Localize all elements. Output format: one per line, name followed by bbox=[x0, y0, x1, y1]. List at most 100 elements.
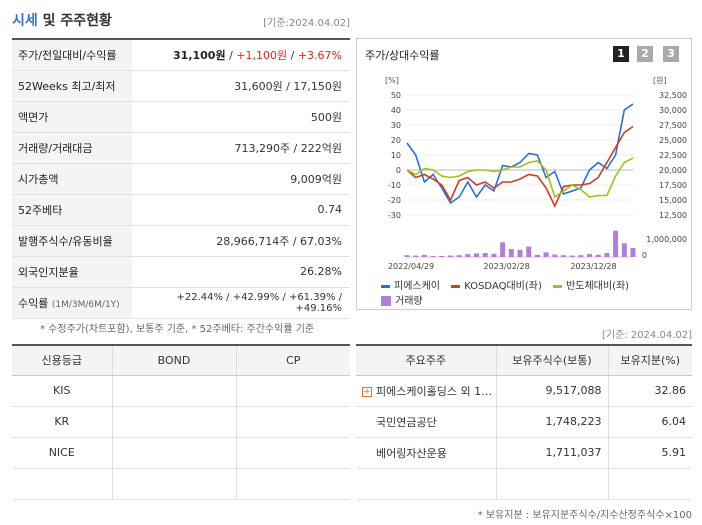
volume-bar bbox=[595, 254, 601, 257]
chart-legend: 피에스케이 KOSDAQ대비(좌) 반도체대비(좌) 거래량 bbox=[381, 277, 681, 307]
chart-page-1-button[interactable]: 1 bbox=[613, 46, 629, 62]
volume-bar bbox=[430, 255, 436, 257]
y-tick-label: 40 bbox=[391, 106, 401, 115]
bond-cell bbox=[111, 406, 236, 438]
base-date: [기준:2024.04.02] bbox=[263, 18, 350, 29]
holder-name-cell: + 피에스케이홀딩스 외 1… bbox=[356, 375, 496, 407]
agency-cell: NICE bbox=[12, 437, 112, 469]
bond-cell bbox=[111, 437, 236, 469]
x-tick-label: 2022/04/29 bbox=[388, 262, 434, 271]
price-summary-table: 주가/전일대비/수익률 31,100원 / +1,100원 / +3.67% 5… bbox=[12, 38, 350, 319]
right-tick-label: 17,500 bbox=[659, 181, 687, 190]
table-row: KIS bbox=[12, 375, 350, 407]
y-tick-label: 0 bbox=[396, 166, 401, 175]
percent-cell bbox=[607, 468, 692, 500]
bond-cell bbox=[111, 375, 236, 407]
volume-bar bbox=[465, 254, 471, 257]
holder-name-cell: 국민연금공단 bbox=[356, 406, 496, 438]
table-row: 베어링자산운용 1,711,037 5.91 bbox=[356, 437, 692, 469]
expand-icon[interactable]: + bbox=[362, 386, 372, 397]
section-header: 시세 및 주주현황 [기준:2024.04.02] bbox=[12, 10, 350, 34]
agency-cell: KR bbox=[12, 406, 112, 438]
x-tick-label: 2023/12/28 bbox=[570, 262, 616, 271]
label-main: 수익률 bbox=[18, 296, 49, 310]
shares-cell: 1,748,223 bbox=[495, 406, 608, 438]
agency-cell: KIS bbox=[12, 375, 112, 407]
column-header: CP bbox=[235, 345, 350, 376]
volume-bar bbox=[621, 243, 627, 257]
legend-item: 피에스케이 bbox=[381, 277, 440, 292]
legend-item: 반도체대비(좌) bbox=[553, 277, 629, 292]
shares-cell: 1,711,037 bbox=[495, 437, 608, 469]
summary-value: 9,009억원 bbox=[132, 163, 350, 195]
volume-bar bbox=[517, 249, 523, 257]
volume-bar bbox=[552, 254, 558, 257]
right-axis-unit: [원] bbox=[653, 76, 667, 85]
y-tick-label: 20 bbox=[391, 136, 401, 145]
right-tick-label: 25,000 bbox=[659, 136, 687, 145]
summary-label: 수익률 (1M/3M/6M/1Y) bbox=[12, 287, 132, 319]
summary-footnote: * 수정주가(차트포함), 보통주 기준, * 52주베타: 주간수익률 기준 bbox=[40, 324, 315, 335]
summary-row: 52주베타 0.74 bbox=[12, 194, 350, 226]
volume-bar bbox=[569, 255, 575, 257]
chart-page-3-button[interactable]: 3 bbox=[663, 46, 679, 62]
volume-bar bbox=[534, 254, 540, 257]
legend-swatch bbox=[553, 284, 563, 288]
summary-label: 액면가 bbox=[12, 101, 132, 133]
legend-label: 피에스케이 bbox=[394, 281, 440, 292]
cp-cell bbox=[235, 468, 350, 500]
change-rate: +3.67% bbox=[297, 48, 342, 62]
summary-label: 거래량/거래대금 bbox=[12, 132, 132, 164]
volume-bar bbox=[500, 242, 506, 257]
summary-label: 주가/전일대비/수익률 bbox=[12, 39, 132, 71]
table-row bbox=[356, 468, 692, 500]
volume-bar bbox=[560, 255, 566, 257]
volume-tick-label: 1,000,000 bbox=[646, 235, 687, 244]
volume-bar bbox=[421, 254, 427, 257]
legend-swatch bbox=[381, 284, 390, 288]
label-sub: (1M/3M/6M/1Y) bbox=[51, 299, 120, 310]
y-tick-label: 30 bbox=[391, 121, 401, 130]
summary-value: 500원 bbox=[132, 101, 350, 133]
summary-row: 수익률 (1M/3M/6M/1Y) +22.44% / +42.99% / +6… bbox=[12, 287, 350, 319]
chart-page-2-button[interactable]: 2 bbox=[637, 46, 653, 62]
volume-bar bbox=[474, 253, 480, 257]
legend-swatch bbox=[451, 284, 461, 288]
y-tick-label: 10 bbox=[391, 151, 401, 160]
summary-value: 31,100원 / +1,100원 / +3.67% bbox=[132, 39, 350, 71]
holders-footnote: * 보유지분 : 보유지분주식수/지수산정주식수×100 bbox=[477, 510, 692, 521]
right-tick-label: 32,500 bbox=[659, 91, 687, 100]
summary-row: 발행주식수/유동비율 28,966,714주 / 67.03% bbox=[12, 225, 350, 257]
summary-row: 외국인지분율 26.28% bbox=[12, 256, 350, 288]
volume-bar bbox=[604, 253, 610, 257]
column-header: BOND bbox=[111, 345, 236, 376]
volume-bar bbox=[578, 255, 584, 257]
right-tick-label: 12,500 bbox=[659, 211, 687, 220]
price-change: +1,100원 bbox=[236, 48, 288, 62]
x-tick-label: 2023/02/28 bbox=[484, 262, 530, 271]
volume-bar bbox=[413, 255, 419, 257]
chart-title: 주가/상대수익률 bbox=[365, 49, 440, 62]
cp-cell bbox=[235, 406, 350, 438]
summary-value: 26.28% bbox=[132, 256, 350, 288]
shares-cell bbox=[495, 468, 608, 500]
current-price: 31,100원 bbox=[173, 48, 226, 62]
percent-cell: 32.86 bbox=[607, 375, 692, 407]
summary-row: 거래량/거래대금 713,290주 / 222억원 bbox=[12, 132, 350, 164]
summary-label: 시가총액 bbox=[12, 163, 132, 195]
y-tick-label: 50 bbox=[391, 91, 401, 100]
summary-label: 발행주식수/유동비율 bbox=[12, 225, 132, 257]
volume-bar bbox=[404, 255, 410, 257]
shares-cell: 9,517,088 bbox=[495, 375, 608, 407]
summary-label: 52주베타 bbox=[12, 194, 132, 226]
column-header: 보유지분(%) bbox=[607, 345, 692, 376]
summary-row: 시가총액 9,009억원 bbox=[12, 163, 350, 195]
cp-cell bbox=[235, 437, 350, 469]
summary-value: 0.74 bbox=[132, 194, 350, 226]
y-tick-label: -20 bbox=[388, 196, 401, 205]
volume-bar bbox=[587, 254, 593, 257]
holder-name-cell: 베어링자산운용 bbox=[356, 437, 496, 469]
cp-cell bbox=[235, 375, 350, 407]
column-header: 보유주식수(보통) bbox=[495, 345, 608, 376]
right-tick-label: 20,000 bbox=[659, 166, 687, 175]
